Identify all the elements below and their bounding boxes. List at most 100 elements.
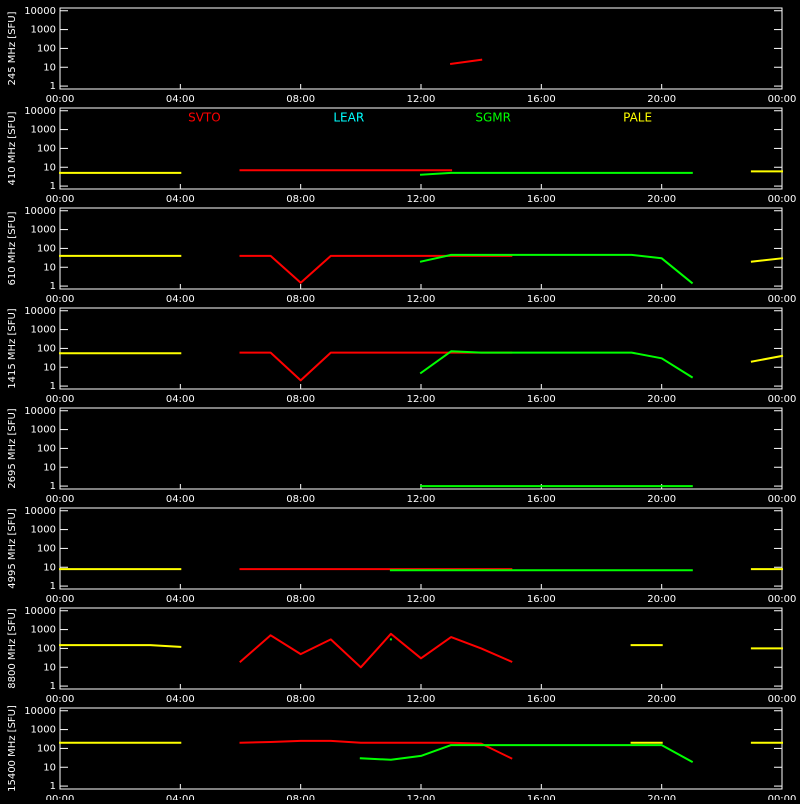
legend-label: SGMR bbox=[475, 111, 511, 125]
x-tick-label: 08:00 bbox=[286, 394, 315, 405]
series-line bbox=[59, 644, 783, 650]
x-tick-label: 20:00 bbox=[647, 594, 676, 605]
y-axis-label: 8800 MHz [SFU] bbox=[7, 608, 18, 689]
x-tick-label: 00:00 bbox=[768, 594, 797, 605]
y-tick-label: 10 bbox=[43, 362, 56, 373]
x-tick-label: 04:00 bbox=[166, 194, 195, 205]
x-tick-label: 00:00 bbox=[768, 394, 797, 405]
y-tick-label: 1000 bbox=[31, 325, 56, 336]
x-tick-label: 00:00 bbox=[768, 694, 797, 705]
x-tick-label: 20:00 bbox=[647, 394, 676, 405]
y-tick-label: 10000 bbox=[24, 6, 56, 17]
x-tick-label: 08:00 bbox=[286, 194, 315, 205]
y-tick-label: 100 bbox=[37, 643, 56, 654]
x-tick-label: 20:00 bbox=[647, 694, 676, 705]
y-tick-label: 10000 bbox=[24, 606, 56, 617]
x-tick-label: 00:00 bbox=[46, 394, 75, 405]
x-tick-label: 00:00 bbox=[46, 794, 75, 800]
panel: 1 10 100 1000 10000 610 MHz [SFU] 00:00 04:00 08… bbox=[7, 206, 796, 305]
y-tick-label: 1 bbox=[50, 181, 56, 192]
x-tick-label: 04:00 bbox=[166, 694, 195, 705]
y-axis-label: 2695 MHz [SFU] bbox=[7, 408, 18, 489]
x-tick-label: 16:00 bbox=[527, 594, 556, 605]
y-tick-label: 10 bbox=[43, 762, 56, 773]
x-tick-label: 00:00 bbox=[768, 794, 797, 800]
y-tick-label: 10 bbox=[43, 262, 56, 273]
x-tick-label: 16:00 bbox=[527, 794, 556, 800]
y-axis-label: 610 MHz [SFU] bbox=[7, 211, 18, 285]
series-line bbox=[419, 350, 694, 379]
x-tick-label: 16:00 bbox=[527, 194, 556, 205]
x-tick-label: 00:00 bbox=[46, 694, 75, 705]
x-tick-label: 12:00 bbox=[407, 294, 436, 305]
series-line bbox=[419, 171, 693, 176]
y-tick-label: 1 bbox=[50, 581, 56, 592]
y-tick-label: 100 bbox=[37, 743, 56, 754]
y-axis-label: 410 MHz [SFU] bbox=[7, 111, 18, 185]
y-tick-label: 10000 bbox=[24, 206, 56, 217]
series-line bbox=[419, 253, 694, 285]
x-tick-label: 16:00 bbox=[527, 694, 556, 705]
y-tick-label: 1 bbox=[50, 781, 56, 792]
series-line bbox=[59, 352, 784, 363]
x-tick-label: 16:00 bbox=[527, 294, 556, 305]
y-axis-label: 245 MHz [SFU] bbox=[7, 11, 18, 85]
x-tick-label: 08:00 bbox=[286, 794, 315, 800]
series-line bbox=[449, 58, 483, 66]
y-axis-label: 1415 MHz [SFU] bbox=[7, 308, 18, 389]
legend-label: LEAR bbox=[333, 111, 364, 125]
y-tick-label: 1000 bbox=[31, 625, 56, 636]
series-line bbox=[239, 739, 513, 760]
x-tick-label: 00:00 bbox=[46, 294, 75, 305]
x-tick-label: 20:00 bbox=[647, 94, 676, 105]
x-tick-label: 08:00 bbox=[286, 94, 315, 105]
y-tick-label: 100 bbox=[37, 343, 56, 354]
y-tick-label: 10000 bbox=[24, 306, 56, 317]
x-tick-label: 12:00 bbox=[407, 94, 436, 105]
x-tick-label: 04:00 bbox=[166, 594, 195, 605]
x-tick-label: 12:00 bbox=[407, 194, 436, 205]
x-tick-label: 12:00 bbox=[407, 494, 436, 505]
y-tick-label: 1000 bbox=[31, 125, 56, 136]
panel: 1 10 100 1000 10000 1415 MHz [SFU] 00:00 04:00 0… bbox=[7, 306, 796, 405]
x-tick-label: 04:00 bbox=[166, 494, 195, 505]
y-axis-label: 4995 MHz [SFU] bbox=[7, 508, 18, 589]
y-tick-label: 1 bbox=[50, 381, 56, 392]
y-tick-label: 1 bbox=[50, 81, 56, 92]
y-tick-label: 10 bbox=[43, 62, 56, 73]
y-tick-label: 10 bbox=[43, 162, 56, 173]
y-tick-label: 1000 bbox=[31, 525, 56, 536]
panel: 1 10 100 1000 10000 2695 MHz [SFU] 00:00 04:00 0… bbox=[7, 406, 796, 505]
x-tick-label: 08:00 bbox=[286, 294, 315, 305]
y-tick-label: 10000 bbox=[24, 506, 56, 517]
x-tick-label: 00:00 bbox=[46, 194, 75, 205]
x-tick-label: 12:00 bbox=[407, 694, 436, 705]
x-tick-label: 08:00 bbox=[286, 694, 315, 705]
y-tick-label: 10000 bbox=[24, 706, 56, 717]
x-tick-label: 12:00 bbox=[407, 594, 436, 605]
y-tick-label: 1000 bbox=[31, 425, 56, 436]
x-tick-label: 00:00 bbox=[46, 94, 75, 105]
panel: 1 10 100 1000 10000 410 MHz [SFU] 00:00 04:00 08… bbox=[7, 106, 796, 205]
series-line bbox=[239, 632, 513, 669]
y-axis-label: 15400 MHz [SFU] bbox=[7, 705, 18, 792]
y-tick-label: 100 bbox=[37, 243, 56, 254]
x-tick-label: 00:00 bbox=[768, 94, 797, 105]
series-line bbox=[59, 170, 783, 174]
y-tick-label: 1 bbox=[50, 281, 56, 292]
x-tick-label: 16:00 bbox=[527, 94, 556, 105]
x-tick-label: 12:00 bbox=[407, 794, 436, 800]
x-tick-label: 00:00 bbox=[768, 194, 797, 205]
y-tick-label: 100 bbox=[37, 43, 56, 54]
panel: 1 10 100 1000 10000 15400 MHz [SFU] 00:00 04:00… bbox=[7, 705, 797, 804]
panel: 1 10 100 1000 10000 245 MHz [SFU] 00:00 04:00 08… bbox=[7, 6, 796, 105]
y-tick-label: 10000 bbox=[24, 106, 56, 117]
legend-label: PALE bbox=[623, 111, 652, 125]
x-tick-label: 08:00 bbox=[286, 594, 315, 605]
x-tick-label: 00:00 bbox=[768, 494, 797, 505]
y-tick-label: 1000 bbox=[31, 225, 56, 236]
legend-label: SVTO bbox=[188, 111, 221, 125]
y-tick-label: 10 bbox=[43, 662, 56, 673]
